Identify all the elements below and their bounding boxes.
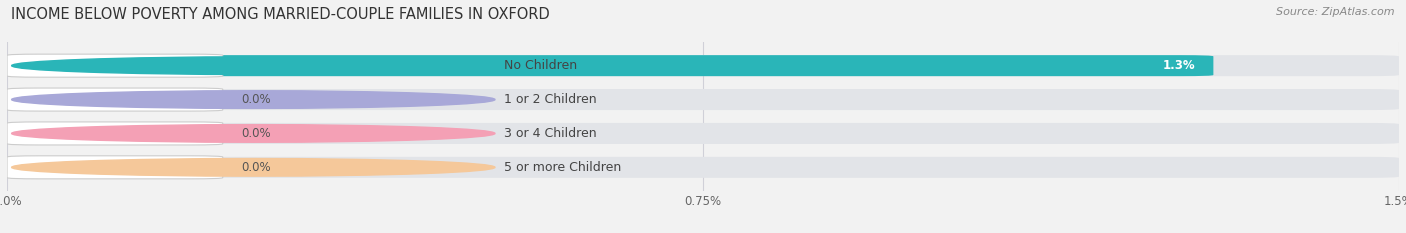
Text: 1 or 2 Children: 1 or 2 Children bbox=[505, 93, 598, 106]
FancyBboxPatch shape bbox=[7, 122, 222, 145]
Text: Source: ZipAtlas.com: Source: ZipAtlas.com bbox=[1277, 7, 1395, 17]
Text: 3 or 4 Children: 3 or 4 Children bbox=[505, 127, 598, 140]
FancyBboxPatch shape bbox=[7, 54, 222, 77]
Text: 0.0%: 0.0% bbox=[242, 93, 271, 106]
FancyBboxPatch shape bbox=[7, 157, 222, 178]
FancyBboxPatch shape bbox=[7, 89, 1399, 110]
Text: 0.0%: 0.0% bbox=[242, 127, 271, 140]
FancyBboxPatch shape bbox=[7, 89, 222, 110]
Text: No Children: No Children bbox=[505, 59, 578, 72]
Circle shape bbox=[11, 158, 495, 176]
Text: 1.3%: 1.3% bbox=[1163, 59, 1195, 72]
FancyBboxPatch shape bbox=[7, 55, 1399, 76]
FancyBboxPatch shape bbox=[7, 157, 1399, 178]
FancyBboxPatch shape bbox=[7, 123, 222, 144]
FancyBboxPatch shape bbox=[7, 156, 222, 179]
Text: 5 or more Children: 5 or more Children bbox=[505, 161, 621, 174]
Circle shape bbox=[11, 57, 495, 75]
Circle shape bbox=[11, 91, 495, 108]
Text: INCOME BELOW POVERTY AMONG MARRIED-COUPLE FAMILIES IN OXFORD: INCOME BELOW POVERTY AMONG MARRIED-COUPL… bbox=[11, 7, 550, 22]
Text: 0.0%: 0.0% bbox=[242, 161, 271, 174]
FancyBboxPatch shape bbox=[7, 88, 222, 111]
FancyBboxPatch shape bbox=[7, 55, 1213, 76]
FancyBboxPatch shape bbox=[7, 123, 1399, 144]
Circle shape bbox=[11, 125, 495, 142]
